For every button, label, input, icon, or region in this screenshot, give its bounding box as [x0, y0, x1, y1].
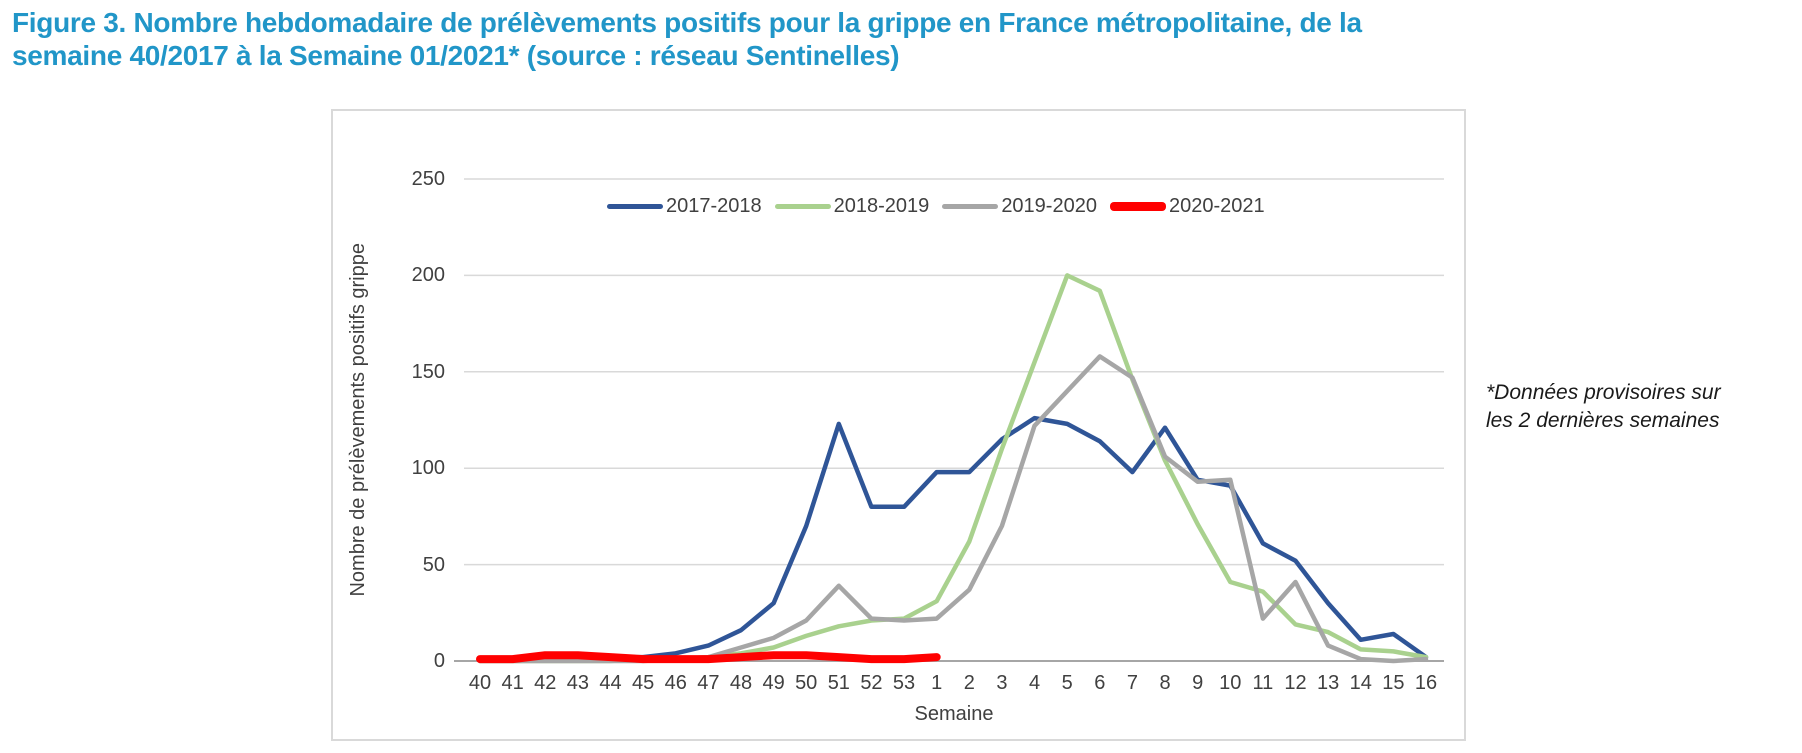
x-tick-label: 40 [468, 672, 492, 694]
x-tick-label: 4 [1028, 672, 1041, 694]
y-tick-label: 250 [411, 168, 445, 190]
x-tick-label: 49 [762, 672, 785, 694]
x-tick-label: 48 [729, 672, 753, 694]
legend-item-2018-2019: 2018-2019 [774, 194, 930, 218]
y-axis-title: Nombre de prélèvements positifs grippe [346, 243, 369, 597]
x-tick-label: 6 [1094, 672, 1106, 694]
legend-label: 2017-2018 [666, 194, 762, 217]
x-tick-label: 45 [631, 672, 655, 694]
legend-item-2020-2021: 2020-2021 [1109, 194, 1265, 218]
x-tick-label: 12 [1284, 672, 1307, 694]
legend-line-swatch [942, 203, 999, 209]
x-tick-label: 50 [795, 672, 818, 694]
x-tick-label: 46 [664, 672, 687, 694]
x-tick-label: 15 [1382, 672, 1405, 694]
legend-item-2017-2018: 2017-2018 [607, 195, 762, 218]
legend-line-swatch [774, 203, 831, 209]
chart-frame: Nombre de prélèvements positifs grippe S… [331, 109, 1466, 741]
x-tick-label: 44 [599, 672, 622, 694]
x-tick-label: 13 [1316, 672, 1340, 694]
x-tick-label: 7 [1126, 672, 1138, 694]
y-tick-label: 100 [411, 457, 445, 480]
x-tick-label: 47 [697, 672, 720, 694]
x-tick-label: 42 [534, 672, 557, 694]
chart-svg [454, 178, 1444, 664]
x-tick-label: 2 [963, 672, 975, 694]
footnote: *Données provisoires sur les 2 dernières… [1486, 381, 1721, 432]
x-tick-label: 1 [931, 672, 943, 694]
legend-line-swatch [607, 203, 663, 209]
y-tick-label: 50 [422, 553, 445, 576]
chart-legend: 2017-2018 2018-2019 2019-2020 2020-2021 [607, 194, 1265, 218]
legend-label: 2018-2019 [833, 194, 930, 217]
series-line-2017-2018 [477, 415, 1429, 662]
x-tick-label: 43 [566, 672, 589, 694]
x-tick-label: 53 [892, 672, 916, 694]
legend-label: 2020-2021 [1168, 194, 1265, 217]
x-tick-label: 8 [1159, 672, 1171, 694]
x-tick-label: 41 [501, 672, 524, 694]
x-axis-title: Semaine [914, 703, 994, 725]
x-tick-label: 11 [1252, 672, 1274, 694]
legend-item-2019-2020: 2019-2020 [942, 195, 1097, 218]
y-axis-title-wrap: Nombre de prélèvements positifs grippe [343, 179, 373, 661]
y-tick-label: 200 [411, 264, 445, 287]
x-tick-label: 5 [1061, 672, 1073, 694]
y-tick-label: 150 [411, 360, 445, 383]
x-tick-label: 52 [860, 672, 883, 694]
x-tick-label: 16 [1414, 672, 1438, 694]
x-tick-label: 10 [1219, 672, 1242, 694]
y-tick-label: 0 [433, 650, 445, 672]
x-tick-label: 3 [996, 672, 1008, 694]
legend-line-swatch [1109, 201, 1166, 211]
series-line-2020-2021 [476, 651, 941, 664]
x-tick-label: 9 [1192, 672, 1204, 694]
x-tick-label: 51 [827, 672, 850, 694]
figure-title: Figure 3. Nombre hebdomadaire de prélève… [12, 7, 1362, 71]
x-tick-label: 14 [1349, 672, 1372, 694]
legend-label: 2019-2020 [1001, 194, 1097, 217]
